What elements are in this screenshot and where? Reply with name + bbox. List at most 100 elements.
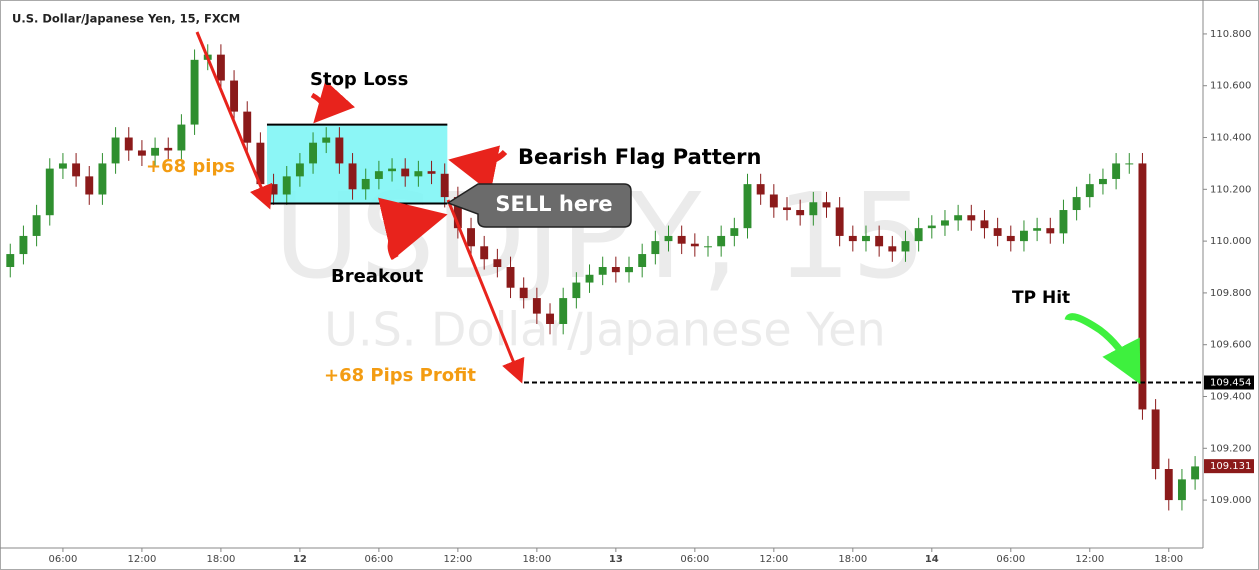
candle-body: [1020, 230, 1028, 242]
tp-label: TP Hit: [1012, 288, 1070, 308]
sell-callout: [446, 183, 632, 228]
x-tick-label: 18:00: [838, 554, 867, 565]
candle-body: [638, 254, 647, 268]
candle-body: [730, 228, 739, 236]
pattern-label: Bearish Flag Pattern: [518, 145, 761, 169]
candle-body: [1164, 469, 1173, 501]
candle-body: [756, 184, 765, 195]
candle-body: [401, 168, 410, 177]
candle-body: [177, 124, 186, 151]
tp-tag-label: 109.454: [1210, 378, 1251, 389]
x-tick-label: 12:00: [759, 554, 788, 565]
x-tick-label: 12:00: [1075, 554, 1104, 565]
x-tick-label: 13: [609, 554, 623, 565]
y-tick-label: 109.800: [1210, 288, 1251, 299]
candle-body: [1125, 163, 1134, 165]
candle-body: [58, 163, 67, 169]
candle-body: [809, 202, 818, 216]
candle-body: [493, 259, 502, 268]
candle-body: [1177, 479, 1186, 501]
x-tick-label: 14: [925, 554, 939, 565]
candle-body: [743, 184, 752, 229]
candle-body: [690, 243, 699, 247]
y-tick-label: 109.000: [1210, 495, 1251, 506]
annotations: SELL here Stop Loss Bearish Flag Pattern…: [146, 31, 1141, 386]
candle-body: [256, 142, 265, 185]
candle-body: [480, 246, 489, 260]
candle-body: [243, 111, 252, 143]
y-tick-label: 110.200: [1210, 184, 1251, 195]
candle-body: [625, 267, 633, 273]
candle-body: [388, 168, 396, 172]
candle-body: [440, 173, 449, 198]
candle-body: [927, 225, 936, 229]
stop-loss-label: Stop Loss: [310, 69, 408, 90]
candle-body: [559, 298, 568, 324]
candle-body: [1138, 163, 1147, 410]
candle-body: [72, 163, 81, 177]
breakout-label: Breakout: [331, 266, 424, 287]
chart-title: U.S. Dollar/Japanese Yen, 15, FXCM: [12, 12, 240, 26]
candle-body: [124, 137, 133, 151]
candle-body: [216, 54, 225, 81]
last-price-tag: [1204, 459, 1254, 474]
candle-body: [1033, 228, 1042, 231]
candle-body: [1098, 178, 1107, 185]
sell-label: SELL here: [495, 192, 612, 216]
candle-body: [111, 137, 120, 164]
x-tick-label: 12: [293, 554, 307, 565]
y-tick-label: 109.600: [1210, 340, 1251, 351]
arrow: [195, 31, 273, 210]
candle-body: [506, 267, 515, 288]
candle-body: [1059, 210, 1068, 234]
candle-body: [835, 207, 844, 236]
candle-body: [164, 147, 173, 151]
candle-body: [348, 163, 357, 190]
candle-body: [230, 80, 239, 112]
candle-body: [862, 235, 870, 242]
candle-body: [993, 228, 1002, 236]
candle-body: [19, 235, 28, 255]
candle-body: [137, 150, 146, 156]
candle-body: [1046, 228, 1055, 234]
candle-body: [888, 246, 897, 252]
y-tick-label: 109.200: [1210, 443, 1251, 454]
candle-body: [611, 267, 620, 273]
candle-body: [282, 176, 291, 195]
candle-body: [335, 137, 344, 164]
candle-body: [32, 215, 41, 236]
candle-body: [295, 163, 304, 177]
arrow: [310, 80, 355, 124]
watermark-name: U.S. Dollar/Japanese Yen: [324, 303, 885, 357]
candle-body: [822, 202, 831, 208]
x-tick-label: 12:00: [443, 554, 472, 565]
arrow: [446, 199, 525, 384]
candle-body: [1151, 409, 1160, 470]
candle-body: [967, 215, 976, 221]
candle-body: [1072, 197, 1081, 211]
last-price-label: 109.131: [1210, 461, 1251, 472]
candle-body: [572, 282, 581, 299]
y-tick-label: 110.400: [1210, 133, 1251, 144]
x-tick-label: 18:00: [1154, 554, 1183, 565]
candle-body: [45, 168, 54, 216]
x-tick-label: 06:00: [49, 554, 78, 565]
candle-body: [717, 235, 726, 247]
candle-body: [151, 147, 160, 156]
arrow: [1064, 313, 1141, 385]
candle-body: [546, 313, 554, 324]
x-tick-label: 06:00: [680, 554, 709, 565]
candle-body: [1085, 184, 1094, 198]
candle-body: [585, 274, 594, 283]
candle-body: [704, 246, 712, 248]
candle-body: [374, 171, 383, 179]
pips-label: +68 pips: [146, 156, 235, 177]
candle-body: [901, 241, 910, 252]
flag-box: [266, 124, 448, 204]
candle-body: [322, 137, 331, 143]
candle-body: [190, 59, 199, 125]
candle-body: [309, 142, 318, 164]
candle-body: [467, 228, 475, 247]
